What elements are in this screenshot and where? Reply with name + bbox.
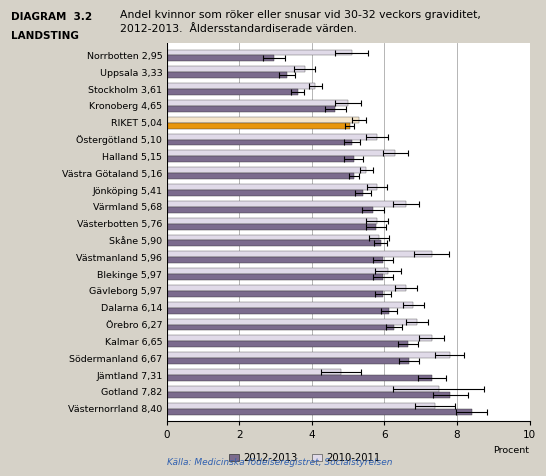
Text: LANDSTING: LANDSTING — [11, 31, 79, 41]
Bar — [167, 392, 450, 398]
Bar — [167, 403, 435, 408]
Bar — [167, 218, 377, 224]
Bar — [167, 100, 348, 106]
Bar — [167, 291, 383, 297]
Bar — [167, 123, 349, 129]
Bar — [167, 325, 394, 330]
Bar — [167, 336, 431, 341]
Bar — [167, 207, 373, 213]
Bar — [167, 318, 417, 325]
Bar — [167, 190, 363, 196]
Bar — [167, 184, 377, 190]
Bar — [167, 302, 413, 307]
Bar — [167, 341, 408, 347]
Bar — [167, 139, 352, 146]
Bar — [167, 150, 395, 156]
Bar — [167, 268, 388, 274]
Text: DIAGRAM  3.2: DIAGRAM 3.2 — [11, 12, 92, 22]
Bar — [167, 408, 472, 415]
Bar — [167, 274, 383, 280]
Bar — [167, 66, 305, 72]
Bar — [167, 55, 274, 61]
Bar — [167, 89, 298, 95]
Bar — [167, 72, 287, 78]
Bar — [167, 156, 353, 162]
Bar — [167, 386, 439, 392]
Bar — [167, 369, 341, 375]
Bar — [167, 307, 389, 314]
Bar — [167, 201, 406, 207]
Bar — [167, 251, 431, 257]
Legend: 2012-2013, 2010-2011: 2012-2013, 2010-2011 — [229, 453, 380, 463]
Text: Procent: Procent — [494, 446, 530, 455]
Text: Andel kvinnor som röker eller snusar vid 30-32 veckors graviditet,
2012-2013.  Å: Andel kvinnor som röker eller snusar vid… — [120, 10, 481, 34]
Bar — [167, 358, 409, 364]
Bar — [167, 285, 406, 291]
Bar — [167, 375, 432, 381]
Bar — [167, 240, 381, 247]
Bar — [167, 134, 377, 139]
Text: Källa: Medicinska födelseregistret, Socialstyrelsen: Källa: Medicinska födelseregistret, Soci… — [167, 458, 392, 467]
Bar — [167, 235, 379, 240]
Bar — [167, 257, 383, 263]
Bar — [167, 50, 352, 55]
Bar — [167, 83, 316, 89]
Bar — [167, 167, 366, 173]
Bar — [167, 106, 335, 112]
Bar — [167, 352, 450, 358]
Bar — [167, 173, 354, 179]
Bar — [167, 117, 359, 123]
Bar — [167, 224, 376, 229]
